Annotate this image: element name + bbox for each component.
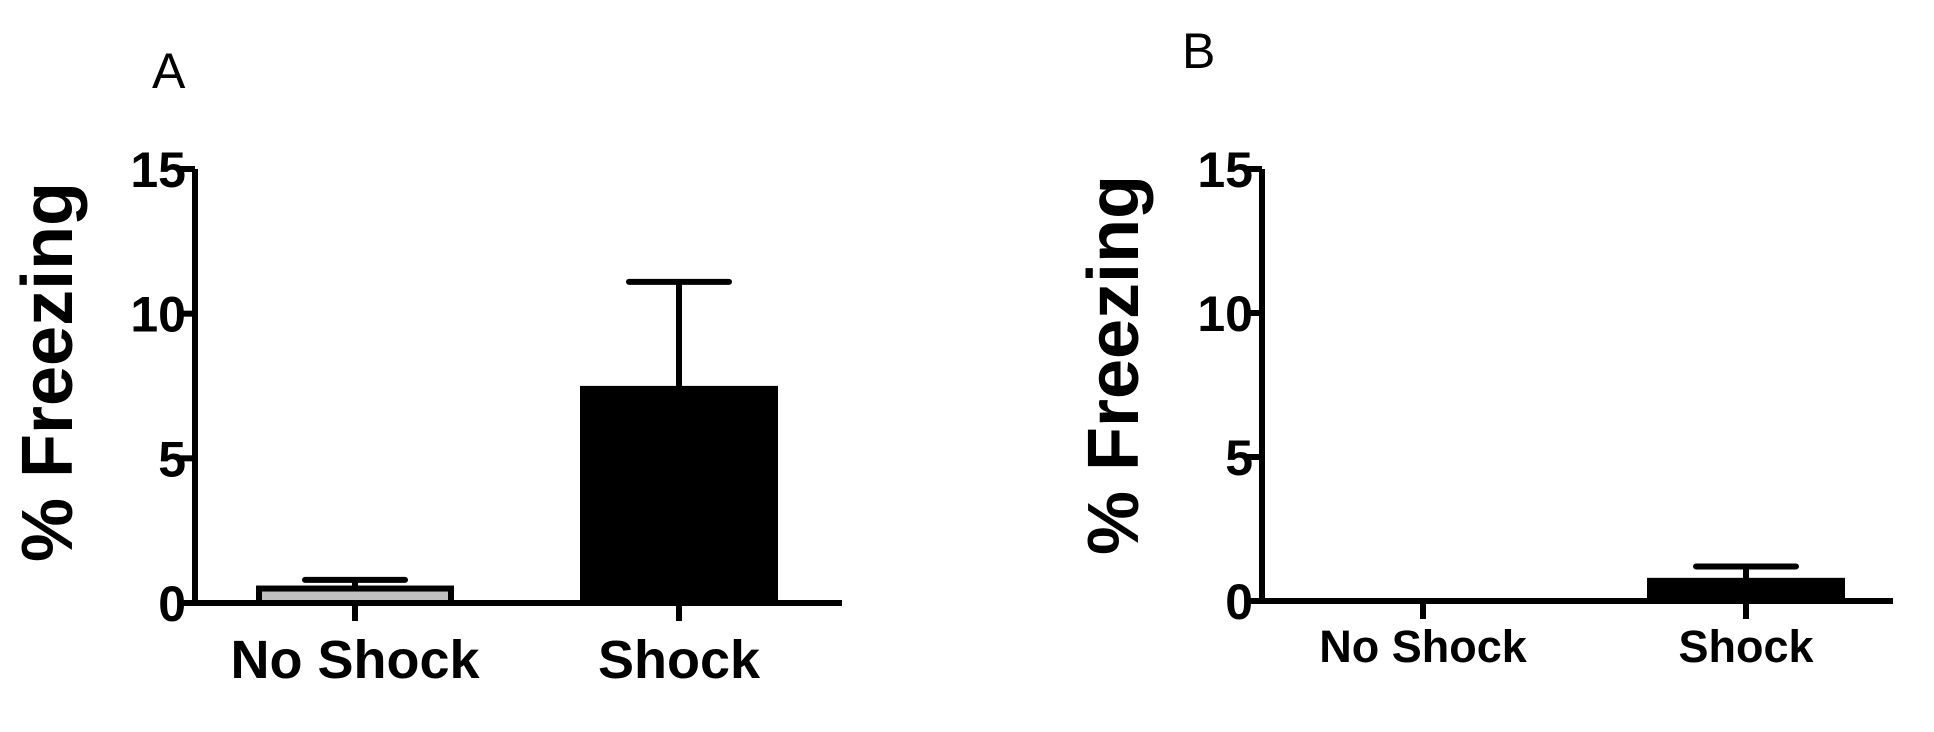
y-tick-label: 5 — [158, 431, 186, 487]
y-tick-label: 15 — [130, 142, 186, 198]
y-axis-title: % Freezing — [1074, 175, 1154, 555]
panel-a: A % Freezing 0 5 10 15 No Shock Shock — [8, 43, 842, 690]
y-tick-label: 5 — [1225, 430, 1253, 486]
panel-b: B % Freezing 0 5 10 15 No Shock Shock — [1074, 23, 1893, 672]
x-tick-label: No Shock — [230, 630, 480, 690]
panel-label: A — [152, 43, 186, 99]
x-tick-label: No Shock — [1319, 621, 1528, 672]
x-tick-label: Shock — [598, 630, 761, 690]
y-tick-label: 0 — [1225, 574, 1253, 630]
y-tick-label: 10 — [1197, 286, 1253, 342]
y-tick-label: 0 — [158, 576, 186, 632]
bar-shock — [580, 385, 778, 607]
y-tick-label: 10 — [130, 287, 186, 343]
x-tick-label: Shock — [1678, 621, 1814, 672]
y-tick-label: 15 — [1197, 142, 1253, 198]
panel-label: B — [1182, 23, 1215, 79]
y-axis-title: % Freezing — [8, 182, 88, 562]
bar-shock — [1647, 577, 1845, 605]
